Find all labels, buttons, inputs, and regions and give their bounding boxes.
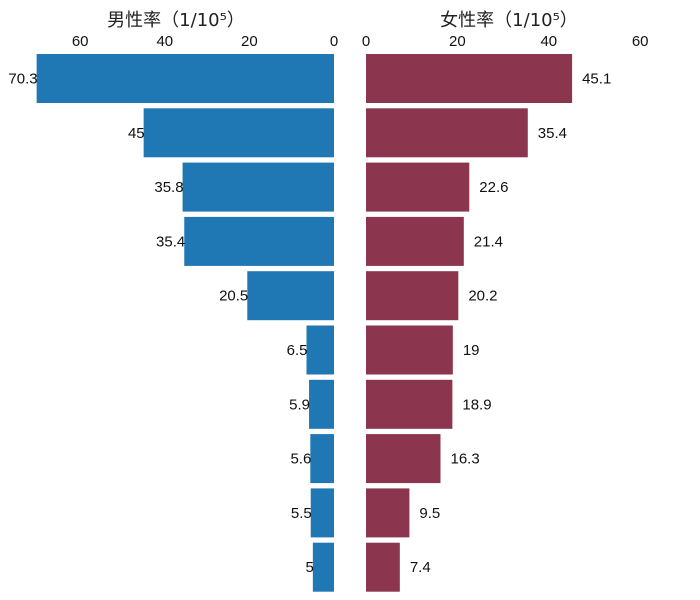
male-bar	[310, 488, 334, 538]
female-tick-label: 60	[632, 33, 649, 50]
male-bar	[36, 54, 334, 103]
female-data-label: 22.6	[479, 179, 508, 196]
female-data-label: 18.9	[462, 396, 491, 413]
female-data-label: 16.3	[450, 451, 479, 468]
female-bar	[366, 434, 441, 484]
female-tick-label: 20	[449, 33, 466, 50]
female-axis-ticks: 0 20 40 60	[362, 33, 649, 50]
female-tick-label: 0	[362, 33, 370, 50]
male-data-label: 5	[306, 559, 314, 576]
female-panel-title: 女性率（1/10⁵）	[440, 10, 578, 31]
male-data-label: 35.8	[154, 179, 183, 196]
male-tick-label: 20	[241, 33, 258, 50]
female-bar	[366, 325, 453, 375]
male-bar	[182, 162, 334, 212]
female-bar	[366, 108, 528, 158]
female-bar	[366, 216, 464, 266]
female-bar	[366, 379, 453, 429]
female-data-label: 19	[463, 342, 480, 359]
male-data-label: 5.6	[290, 451, 311, 468]
female-bar	[366, 271, 459, 321]
male-data-label: 20.5	[219, 288, 248, 305]
female-data-label: 45.1	[582, 71, 611, 88]
male-data-label: 5.9	[289, 396, 310, 413]
male-bar	[143, 108, 334, 158]
female-data-label: 9.5	[419, 505, 440, 522]
female-bar	[366, 542, 400, 592]
male-bar	[310, 434, 334, 484]
female-bar	[366, 54, 573, 103]
male-axis-ticks: 0 20 40 60	[72, 33, 338, 50]
male-bar	[184, 216, 334, 266]
female-data-label: 21.4	[474, 233, 503, 250]
male-bars	[36, 54, 334, 592]
female-data-label: 35.4	[538, 125, 567, 142]
male-data-label: 6.5	[287, 342, 308, 359]
male-data-labels: 70.3 45 35.8 35.4 20.5 6.5 5.9 5.6 5.5 5	[8, 71, 313, 577]
male-data-label: 35.4	[156, 233, 185, 250]
female-data-labels: 45.1 35.4 22.6 21.4 20.2 19 18.9 16.3 9.5 7.4	[410, 71, 611, 577]
female-data-label: 20.2	[468, 288, 497, 305]
male-data-label: 70.3	[8, 71, 37, 88]
female-bar	[366, 488, 410, 538]
male-bar	[309, 379, 334, 429]
male-data-label: 45	[128, 125, 145, 142]
male-bar	[247, 271, 334, 321]
female-bars	[366, 54, 573, 592]
male-bar	[306, 325, 334, 375]
female-bar	[366, 162, 470, 212]
male-tick-label: 40	[156, 33, 173, 50]
male-panel-title: 男性率（1/10⁵）	[107, 10, 245, 31]
male-data-label: 5.5	[291, 505, 312, 522]
female-tick-label: 40	[540, 33, 557, 50]
male-tick-label: 0	[330, 33, 338, 50]
male-tick-label: 60	[72, 33, 89, 50]
male-bar	[312, 542, 334, 592]
female-data-label: 7.4	[410, 559, 431, 576]
